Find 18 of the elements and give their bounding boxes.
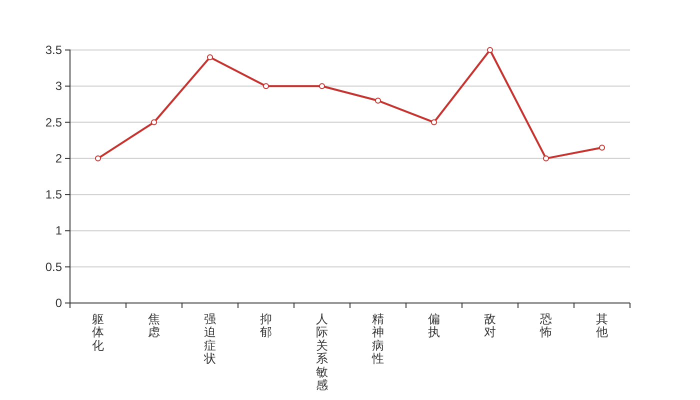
y-tick-label: 1 — [55, 224, 62, 238]
x-tick-label: 焦虑 — [148, 312, 160, 340]
y-tick-label: 2 — [55, 151, 62, 166]
x-tick-label: 精神病性 — [372, 312, 384, 366]
x-tick-label: 躯体化 — [92, 312, 104, 352]
x-tick-label: 强迫症状 — [204, 312, 216, 366]
y-tick-label: 0.5 — [45, 260, 62, 274]
y-tick-label: 3.5 — [45, 43, 62, 57]
y-tick-label: 0 — [55, 296, 62, 310]
x-tick-label: 恐怖 — [540, 312, 552, 340]
y-tick-label: 3 — [55, 79, 62, 94]
y-tick-label: 2.5 — [45, 115, 62, 130]
x-tick-label: 人际关系敏感 — [316, 312, 328, 392]
y-tick-label: 1.5 — [45, 188, 62, 202]
x-tick-label: 其他 — [596, 312, 608, 340]
x-tick-label: 敌对 — [484, 312, 496, 340]
x-tick-label: 偏执 — [428, 312, 440, 340]
x-tick-label: 抑郁 — [260, 312, 272, 340]
